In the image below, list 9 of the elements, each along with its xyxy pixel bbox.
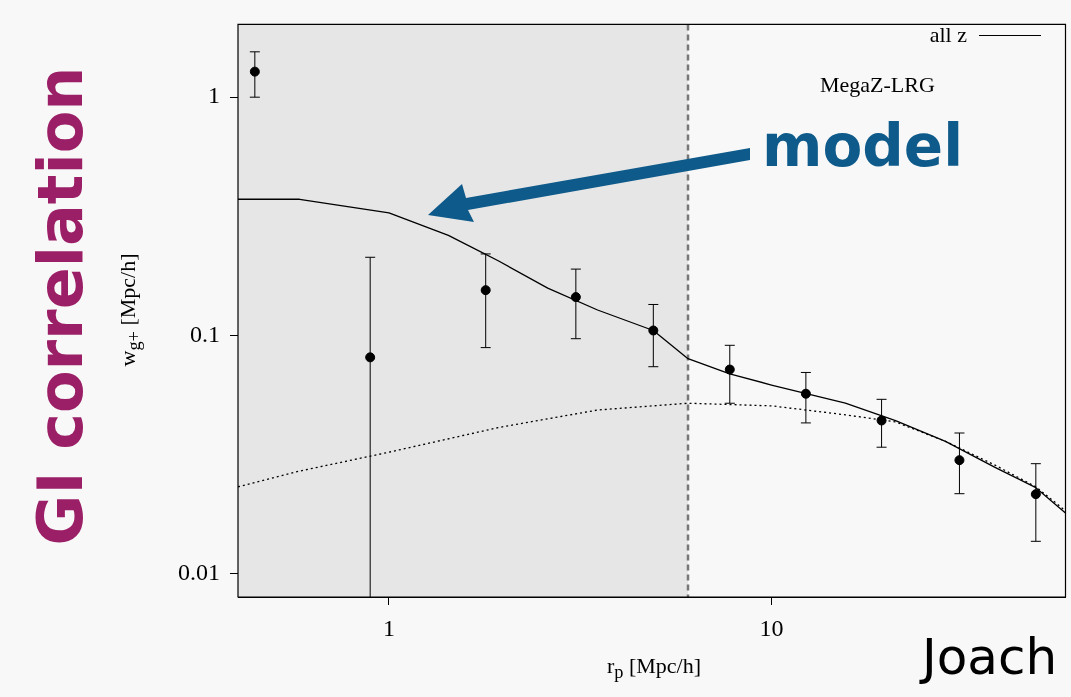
x-axis-title: r$_{p}$ [Mpc/h] [606, 652, 702, 684]
text: GI correlation [23, 66, 97, 546]
legend-label: all z [929, 22, 967, 48]
x-tick-label: 10 [759, 614, 784, 641]
annotation: MegaZ-LRG [820, 72, 935, 98]
y-tick-label: 1 [208, 82, 220, 109]
annotation: model [762, 112, 964, 180]
y-tick-label: 0.1 [190, 320, 220, 347]
y-tick-label: 0.01 [178, 559, 220, 586]
